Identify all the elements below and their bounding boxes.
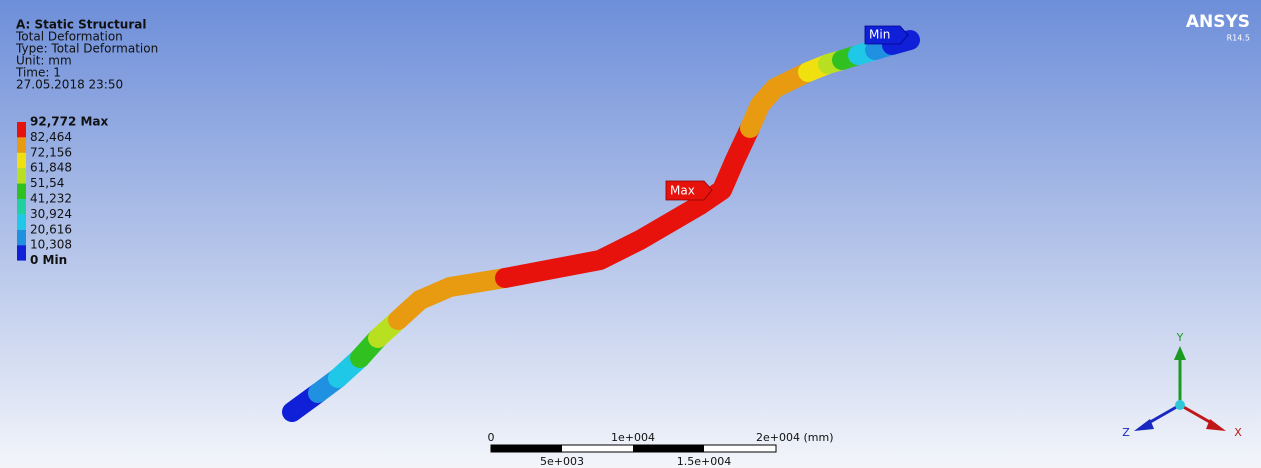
legend-swatch — [17, 184, 26, 199]
legend-label: 0 Min — [30, 253, 67, 267]
scale-label: 5e+003 — [540, 455, 584, 468]
scale-segment — [491, 445, 562, 452]
probe-label: Min — [869, 28, 890, 42]
logo-version: R14.5 — [1227, 34, 1250, 43]
viewport: A: Static Structural ANSYS R14.5 Max Min… — [0, 0, 1261, 468]
scale-bar — [491, 445, 776, 452]
triad-label: Y — [1176, 331, 1184, 344]
legend-label: 92,772 Max — [30, 115, 109, 129]
triad-origin — [1175, 400, 1185, 410]
probe-label: Max — [670, 184, 695, 198]
probe-max: Max — [666, 181, 712, 200]
triad-label: Z — [1122, 426, 1130, 439]
header-line: 27.05.2018 23:50 — [16, 78, 123, 92]
legend-swatch — [17, 153, 26, 168]
legend-label: 72,156 — [30, 145, 72, 159]
legend-swatch — [17, 214, 26, 229]
legend-label: 10,308 — [30, 238, 72, 252]
scale-label: 1e+004 — [611, 431, 655, 444]
legend-label: 82,464 — [30, 130, 72, 144]
legend-label: 20,616 — [30, 222, 72, 236]
legend-swatch — [17, 245, 26, 260]
legend-label: 41,232 — [30, 192, 72, 206]
scale-label: 0 — [488, 431, 495, 444]
legend-label: 30,924 — [30, 207, 72, 221]
legend-swatch — [17, 168, 26, 183]
scale-label: 1.5e+004 — [677, 455, 731, 468]
legend-label: 61,848 — [30, 161, 72, 175]
scale-segment — [633, 445, 704, 452]
legend-swatch — [17, 137, 26, 152]
legend-label: 51,54 — [30, 176, 64, 190]
logo: ANSYS — [1186, 12, 1250, 32]
probe-min: Min — [865, 26, 908, 44]
triad-label: X — [1234, 426, 1242, 439]
legend-swatch — [17, 122, 26, 137]
legend-swatch — [17, 230, 26, 245]
legend-swatch — [17, 199, 26, 214]
scale-label: 2e+004 (mm) — [756, 431, 834, 444]
